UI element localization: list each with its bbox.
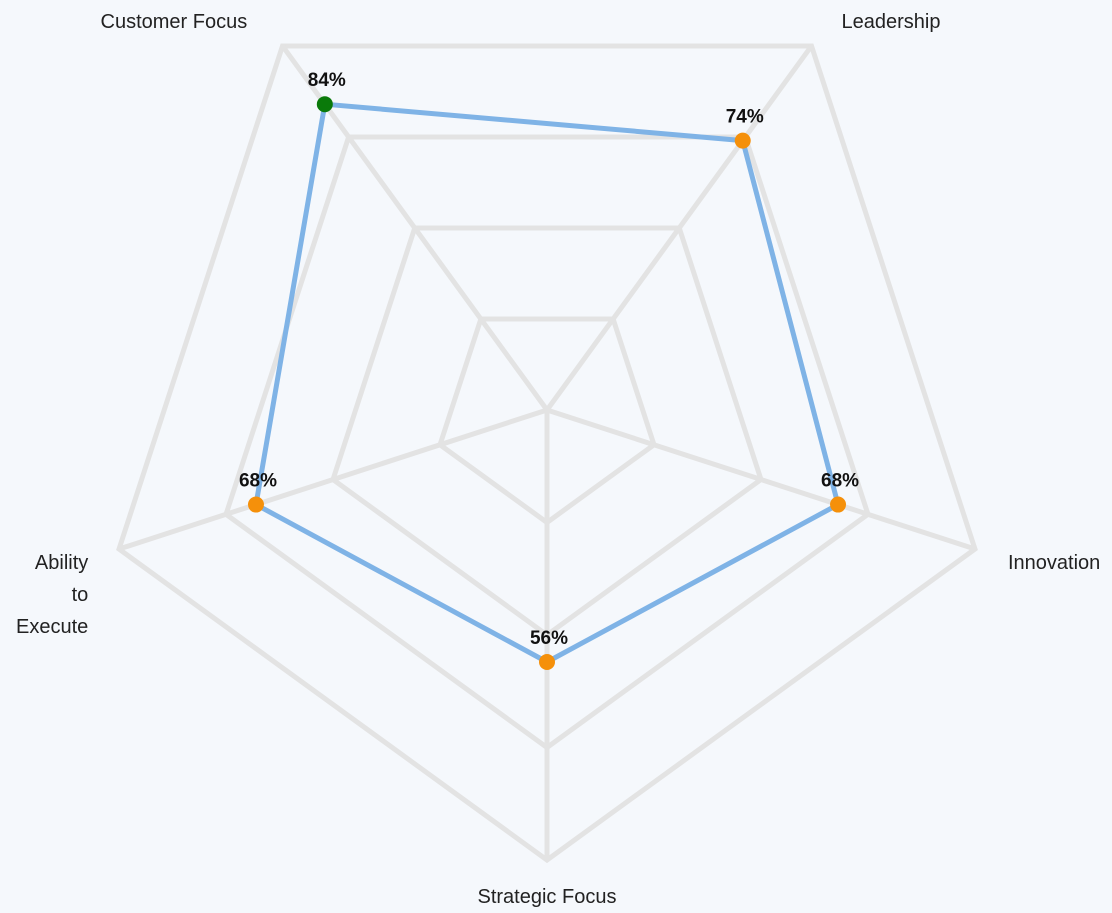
axis-spoke — [544, 44, 814, 412]
category-label: Leadership — [841, 11, 941, 33]
data-point — [734, 132, 751, 149]
grid-ring — [330, 225, 764, 639]
category-label: Strategic Focus — [477, 886, 617, 908]
axis-spoke — [546, 407, 976, 552]
axis-spoke — [118, 407, 548, 552]
value-label: 84% — [308, 70, 346, 91]
category-label: Customer Focus — [100, 11, 248, 33]
category-label: Ability to Execute — [16, 552, 89, 638]
category-label: Innovation — [1008, 552, 1101, 574]
data-point — [316, 96, 333, 113]
grid-ring — [437, 316, 657, 526]
data-line — [253, 101, 841, 665]
data-point — [830, 496, 847, 513]
value-label: 68% — [239, 471, 277, 492]
grid-ring — [116, 43, 978, 864]
data-point — [539, 654, 555, 670]
value-label: 56% — [530, 628, 568, 649]
value-label: 74% — [726, 107, 764, 128]
data-point — [247, 496, 264, 513]
value-label: 68% — [821, 471, 859, 492]
